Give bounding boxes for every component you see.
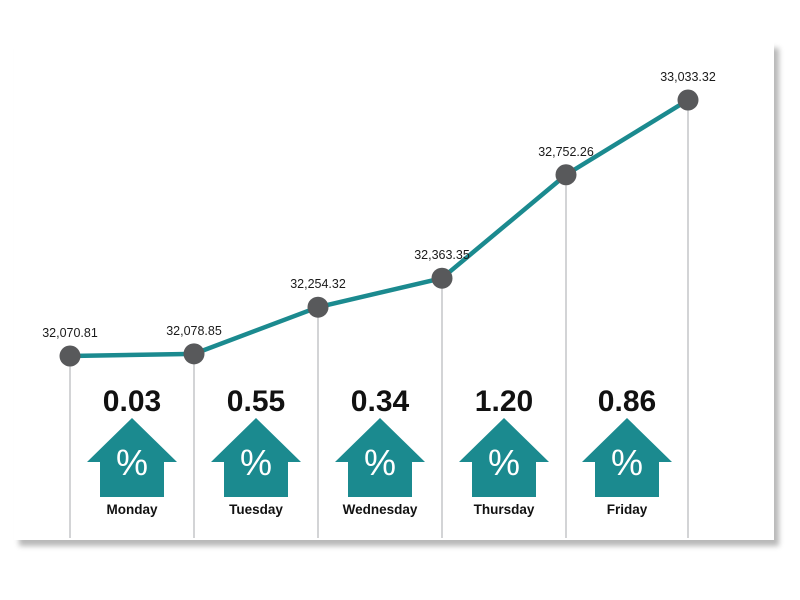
change-value-4: 0.86	[598, 385, 656, 418]
percent-sign-2: %	[364, 442, 396, 483]
data-label-5: 33,033.32	[660, 70, 716, 84]
data-point-0	[59, 345, 81, 367]
data-label-0: 32,070.81	[42, 326, 98, 340]
data-point-4	[555, 164, 577, 186]
index-line-chart: 32,070.81 32,078.85 32,254.32 32,363.35 32,7…	[42, 70, 716, 538]
daily-change-2: 0.34% Wednesday	[335, 385, 425, 517]
up-arrow-percent-icon	[582, 418, 672, 497]
data-label-1: 32,078.85	[166, 324, 222, 338]
percent-sign-0: %	[116, 442, 148, 483]
divider-lines	[69, 100, 689, 538]
up-arrow-percent-icon	[335, 418, 425, 497]
data-label-2: 32,254.32	[290, 277, 346, 291]
daily-change-1: 0.55% Tuesday	[211, 385, 301, 517]
up-arrow-percent-icon	[459, 418, 549, 497]
series-line	[67, 97, 691, 359]
change-value-2: 0.34	[351, 385, 410, 418]
change-value-0: 0.03	[103, 385, 161, 418]
daily-change-3: 1.20% Thursday	[459, 385, 549, 517]
chart-card: 32,070.81 32,078.85 32,254.32 32,363.35 32,7…	[14, 42, 774, 540]
day-label-3: Thursday	[474, 502, 535, 517]
daily-change-0: 0.03% Monday	[87, 385, 177, 517]
data-point-2	[307, 296, 329, 318]
day-label-2: Wednesday	[343, 502, 418, 517]
data-label-4: 32,752.26	[538, 145, 594, 159]
daily-change-4: 0.86% Friday	[582, 385, 672, 517]
data-point-5	[677, 89, 699, 111]
day-label-4: Friday	[607, 502, 648, 517]
data-label-3: 32,363.35	[414, 248, 470, 262]
change-value-1: 0.55	[227, 385, 285, 418]
percent-sign-4: %	[611, 442, 643, 483]
data-point-1	[183, 343, 205, 365]
percent-sign-3: %	[488, 442, 520, 483]
day-label-1: Tuesday	[229, 502, 283, 517]
data-point-3	[431, 267, 453, 289]
up-arrow-percent-icon	[211, 418, 301, 497]
up-arrow-percent-icon	[87, 418, 177, 497]
percent-sign-1: %	[240, 442, 272, 483]
day-label-0: Monday	[106, 502, 157, 517]
change-value-3: 1.20	[475, 385, 533, 418]
